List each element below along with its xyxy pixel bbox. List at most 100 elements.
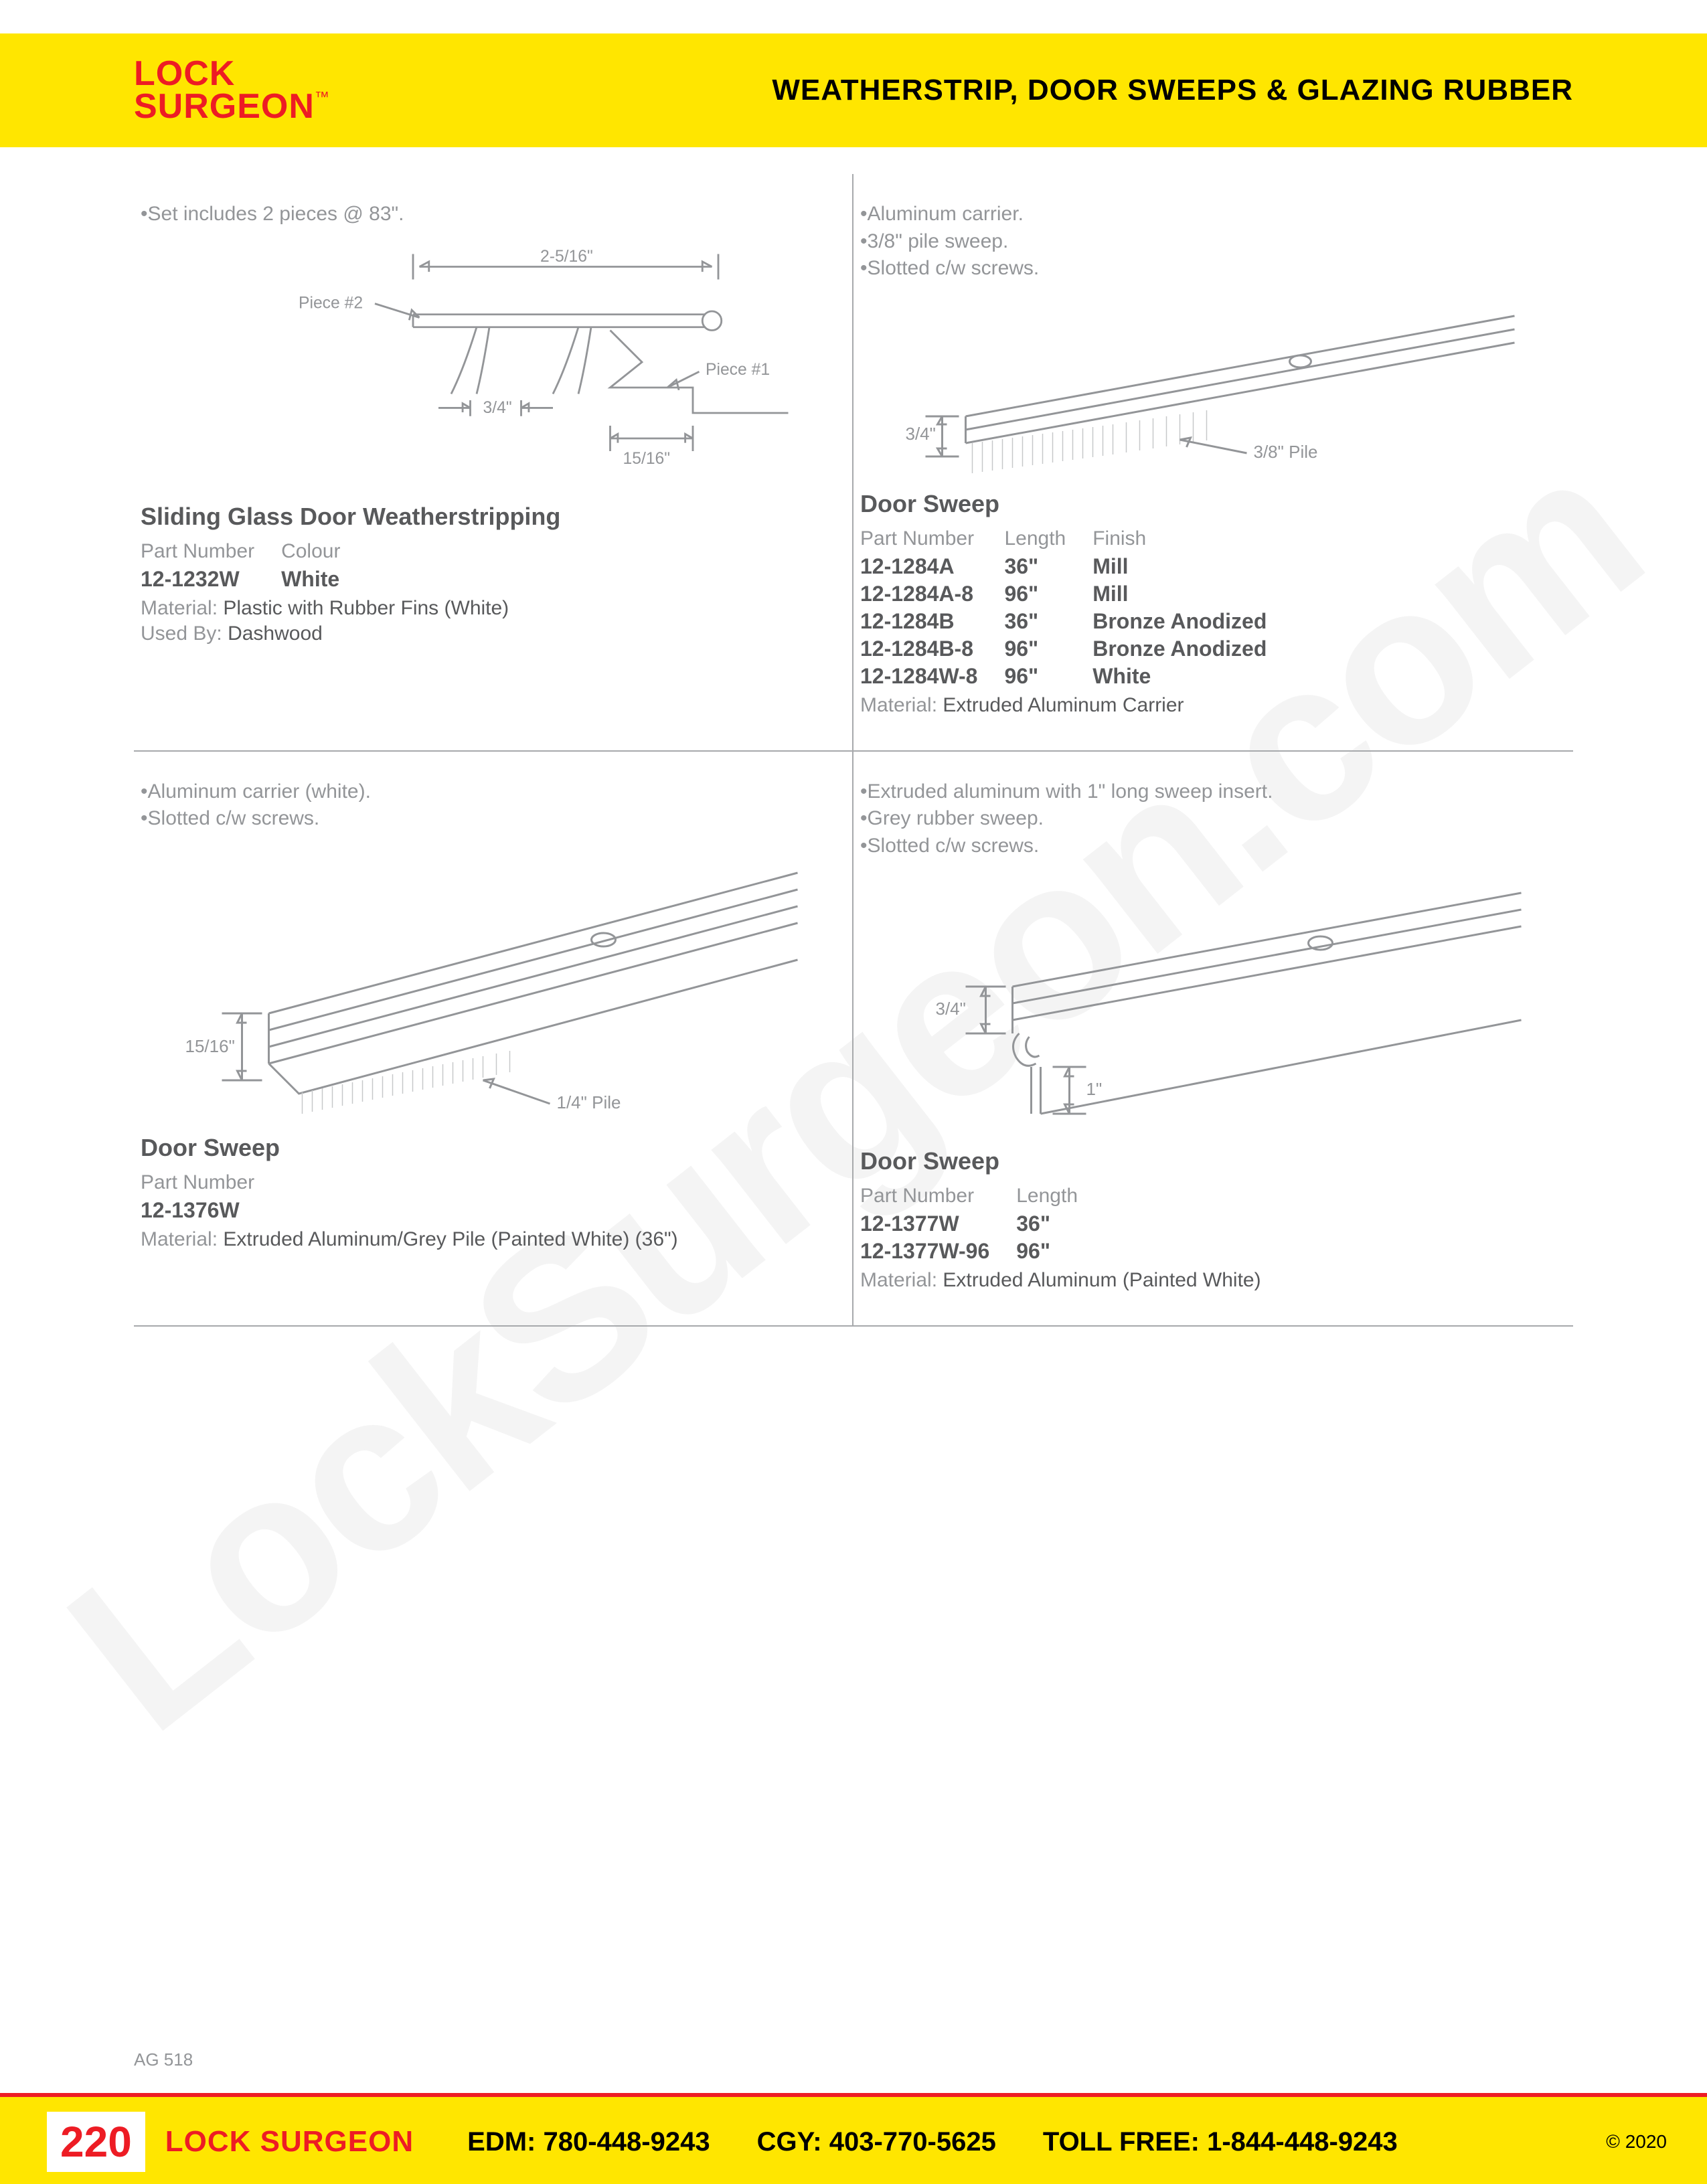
usedby-value: Dashwood [228, 622, 323, 645]
part-number: 12-1377W [860, 1210, 1016, 1238]
contact-cgy: CGY: 403-770-5625 [757, 2127, 996, 2157]
finish: Mill [1092, 553, 1293, 580]
material-value: Extruded Aluminum/Grey Pile (Painted Whi… [223, 1228, 677, 1250]
note-text: Grey rubber sweep. [868, 807, 1044, 829]
material-value: Extruded Aluminum Carrier [943, 694, 1184, 716]
section-title: Door Sweep [141, 1134, 825, 1162]
length: 96" [1004, 663, 1092, 690]
header-bar: LOCK SURGEON™ WEATHERSTRIP, DOOR SWEEPS … [0, 33, 1707, 147]
brand-logo: LOCK SURGEON™ [134, 58, 330, 124]
contact-edm: EDM: 780-448-9243 [467, 2127, 710, 2157]
diagram: 3/4" 3/8" Pile [860, 289, 1553, 477]
panel-sliding-glass: Set includes 2 pieces @ 83". 2-5/16" Pie… [134, 174, 854, 752]
note-text: Slotted c/w screws. [868, 835, 1040, 857]
material-line: Material: Extruded Aluminum Carrier [860, 694, 1553, 717]
page-number: 220 [47, 2112, 145, 2172]
note-text: Aluminum carrier (white). [148, 780, 371, 803]
contact-label: TOLL FREE: [1043, 2127, 1200, 2157]
table-row: 12-1376W [141, 1197, 281, 1224]
section-title: Door Sweep [860, 490, 1553, 518]
part-number: 12-1284A [860, 553, 1004, 580]
pile-label: 3/8" Pile [1254, 442, 1318, 462]
spec-table: Part Number Length Finish 12-1284A36"Mil… [860, 525, 1293, 690]
spec-table: Part Number Length 12-1377W36" 12-1377W-… [860, 1182, 1105, 1265]
table-row: 12-1232W White [141, 566, 367, 593]
contact-number: 780-448-9243 [543, 2127, 710, 2157]
reference-code: AG 518 [134, 2049, 193, 2070]
dim-top: 2-5/16" [540, 247, 593, 265]
note-text: Slotted c/w screws. [148, 807, 320, 829]
material-label: Material: [860, 694, 937, 716]
logo-trademark: ™ [315, 88, 330, 105]
diagram: 15/16" 1/4" Pile [141, 839, 825, 1120]
dim-34: 3/4" [483, 399, 512, 417]
spec-table: Part Number Colour 12-1232W White [141, 537, 367, 593]
spec-table: Part Number 12-1376W [141, 1169, 281, 1224]
col-header: Part Number [141, 537, 281, 566]
table-row: 12-1284B-896"Bronze Anodized [860, 635, 1293, 663]
part-number: 12-1377W-96 [860, 1238, 1016, 1265]
col-header: Part Number [860, 525, 1004, 553]
note-text: Set includes 2 pieces @ 83". [148, 203, 404, 225]
panel-notes: Aluminum carrier. 3/8" pile sweep. Slott… [860, 201, 1553, 282]
finish: Bronze Anodized [1092, 635, 1293, 663]
length: 36" [1004, 608, 1092, 635]
page-title: WEATHERSTRIP, DOOR SWEEPS & GLAZING RUBB… [772, 74, 1573, 107]
table-row: 12-1377W-9696" [860, 1238, 1105, 1265]
note-text: Aluminum carrier. [868, 203, 1024, 225]
material-label: Material: [141, 1228, 218, 1250]
length: 36" [1016, 1210, 1105, 1238]
copyright: © 2020 [1606, 2131, 1667, 2153]
usedby-line: Used By: Dashwood [141, 622, 825, 645]
footer-bar: 220 LOCK SURGEON EDM: 780-448-9243 CGY: … [0, 2097, 1707, 2184]
part-number: 12-1284W-8 [860, 663, 1004, 690]
panel-door-sweep-1284: Aluminum carrier. 3/8" pile sweep. Slott… [854, 174, 1573, 752]
panel-door-sweep-1377: Extruded aluminum with 1" long sweep ins… [854, 752, 1573, 1327]
piece1-label: Piece #1 [706, 361, 770, 379]
table-row: 12-1284A36"Mill [860, 553, 1293, 580]
material-value: Plastic with Rubber Fins (White) [223, 597, 509, 619]
finish: Bronze Anodized [1092, 608, 1293, 635]
material-label: Material: [860, 1269, 937, 1291]
finish: Mill [1092, 580, 1293, 608]
col-header: Finish [1092, 525, 1293, 553]
table-row: 12-1284W-896"White [860, 663, 1293, 690]
col-header: Part Number [141, 1169, 281, 1197]
note-text: 3/8" pile sweep. [868, 230, 1009, 252]
dim-h: 3/4" [906, 424, 936, 444]
diagram: 3/4" 1" [860, 866, 1553, 1134]
colour: White [281, 566, 367, 593]
length: 96" [1004, 635, 1092, 663]
logo-line-2: SURGEON [134, 87, 315, 126]
contact-number: 1-844-448-9243 [1207, 2127, 1398, 2157]
material-line: Material: Plastic with Rubber Fins (Whit… [141, 597, 825, 620]
col-header: Part Number [860, 1182, 1016, 1210]
part-number: 12-1232W [141, 566, 281, 593]
part-number: 12-1284B [860, 608, 1004, 635]
material-line: Material: Extruded Aluminum/Grey Pile (P… [141, 1228, 825, 1251]
table-row: 12-1377W36" [860, 1210, 1105, 1238]
section-title: Sliding Glass Door Weatherstripping [141, 503, 825, 531]
dim-h: 3/4" [936, 999, 966, 1019]
panel-notes: Aluminum carrier (white). Slotted c/w sc… [141, 778, 825, 833]
usedby-label: Used By: [141, 622, 222, 645]
contact-tollfree: TOLL FREE: 1-844-448-9243 [1043, 2127, 1398, 2157]
part-number: 12-1284B-8 [860, 635, 1004, 663]
piece2-label: Piece #2 [299, 294, 363, 312]
pile-label: 1/4" Pile [557, 1092, 621, 1112]
product-grid: Set includes 2 pieces @ 83". 2-5/16" Pie… [134, 174, 1573, 1327]
part-number: 12-1284A-8 [860, 580, 1004, 608]
length: 96" [1004, 580, 1092, 608]
diagram: 2-5/16" Piece #2 [141, 235, 825, 489]
contact-label: CGY: [757, 2127, 822, 2157]
length: 36" [1004, 553, 1092, 580]
logo-line-1: LOCK [134, 58, 330, 90]
finish: White [1092, 663, 1293, 690]
table-row: 12-1284B36"Bronze Anodized [860, 608, 1293, 635]
panel-notes: Set includes 2 pieces @ 83". [141, 201, 825, 228]
contact-label: EDM: [467, 2127, 536, 2157]
panel-notes: Extruded aluminum with 1" long sweep ins… [860, 778, 1553, 860]
note-text: Extruded aluminum with 1" long sweep ins… [868, 780, 1273, 803]
note-text: Slotted c/w screws. [868, 257, 1040, 279]
material-line: Material: Extruded Aluminum (Painted Whi… [860, 1269, 1553, 1292]
